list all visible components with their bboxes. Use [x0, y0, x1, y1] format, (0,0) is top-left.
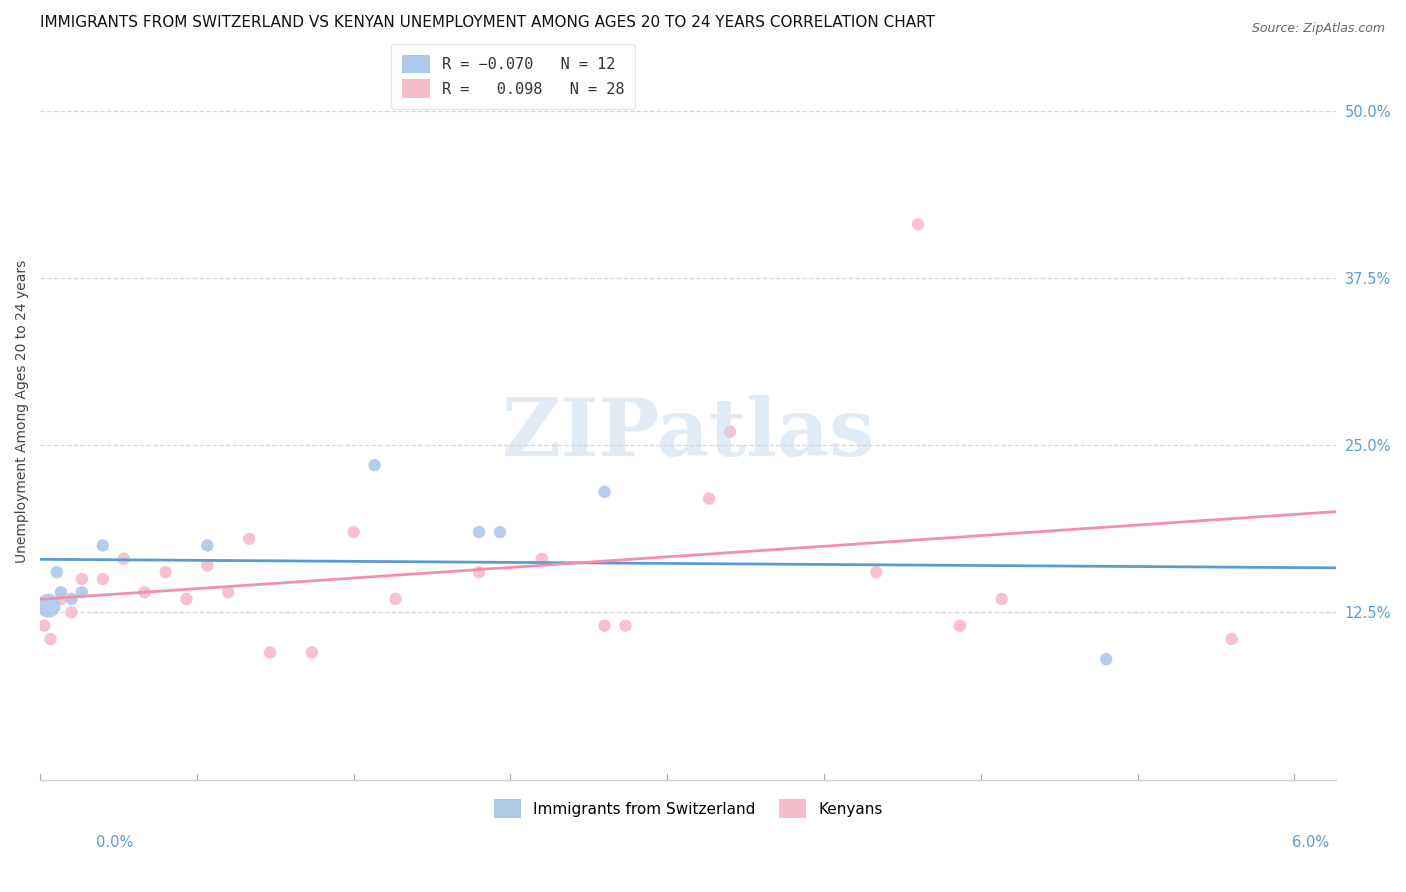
Point [91, 538, 114, 552]
Point [112, 551, 135, 566]
Text: ZIPatlas: ZIPatlas [502, 395, 875, 473]
Point [614, 618, 637, 632]
Point [593, 484, 616, 499]
Point [718, 425, 741, 439]
Point [134, 585, 156, 599]
Point [195, 558, 218, 573]
Text: Source: ZipAtlas.com: Source: ZipAtlas.com [1251, 22, 1385, 36]
Point [468, 524, 491, 539]
Point [593, 618, 616, 632]
Point [865, 565, 887, 579]
Point [195, 538, 218, 552]
Point [49, 585, 72, 599]
Point [60, 591, 83, 606]
Text: 6.0%: 6.0% [1292, 836, 1329, 850]
Y-axis label: Unemployment Among Ages 20 to 24 years: Unemployment Among Ages 20 to 24 years [15, 260, 30, 563]
Point [37, 599, 59, 613]
Point [91, 572, 114, 586]
Point [530, 551, 553, 566]
Point [70, 572, 93, 586]
Point [238, 532, 260, 546]
Point [60, 605, 83, 619]
Point [259, 645, 281, 659]
Point [1220, 632, 1243, 646]
Point [49, 591, 72, 606]
Point [384, 591, 406, 606]
Point [34, 618, 56, 632]
Point [217, 585, 239, 599]
Text: IMMIGRANTS FROM SWITZERLAND VS KENYAN UNEMPLOYMENT AMONG AGES 20 TO 24 YEARS COR: IMMIGRANTS FROM SWITZERLAND VS KENYAN UN… [41, 15, 935, 30]
Text: 0.0%: 0.0% [96, 836, 132, 850]
Point [39, 632, 62, 646]
Point [45, 565, 67, 579]
Point [363, 458, 385, 472]
Point [468, 565, 491, 579]
Point [155, 565, 177, 579]
Point [176, 591, 198, 606]
Point [301, 645, 323, 659]
Point [907, 217, 929, 231]
Point [697, 491, 720, 506]
Legend: Immigrants from Switzerland, Kenyans: Immigrants from Switzerland, Kenyans [485, 790, 891, 827]
Point [949, 618, 972, 632]
Point [990, 591, 1012, 606]
Point [343, 524, 366, 539]
Point [1095, 652, 1118, 666]
Point [70, 585, 93, 599]
Point [489, 524, 512, 539]
